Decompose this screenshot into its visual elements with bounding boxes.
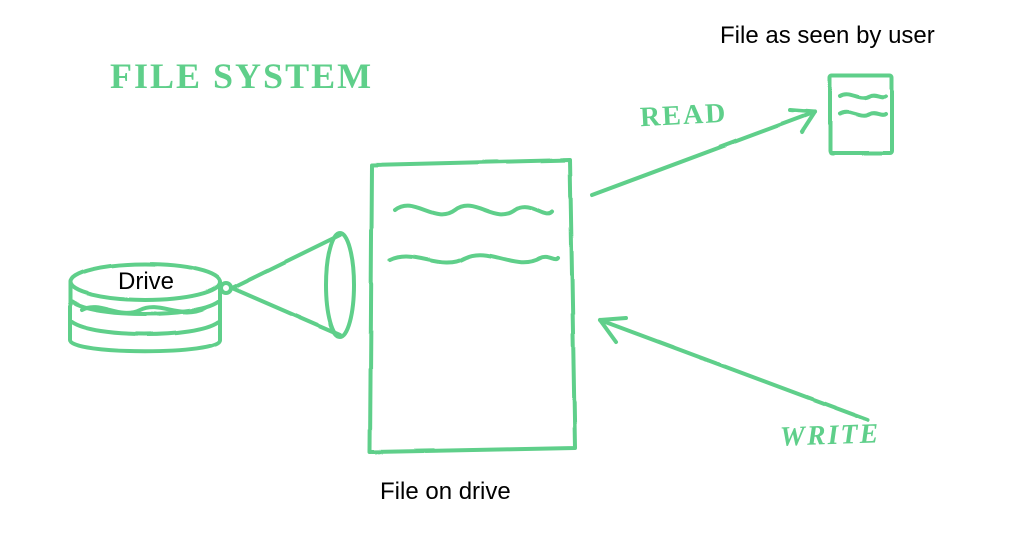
file-user-shape bbox=[830, 75, 892, 153]
write-label: WRITE bbox=[779, 418, 880, 453]
file-user-label: File as seen by user bbox=[720, 22, 935, 50]
diagram-title: FILE SYSTEM bbox=[110, 55, 373, 97]
diagram-stage: FILE SYSTEM READ WRITE Drive File on dri… bbox=[0, 0, 1024, 550]
write-arrow bbox=[600, 318, 868, 420]
file-on-drive-shape bbox=[370, 160, 575, 452]
projector-cone bbox=[232, 233, 354, 337]
file-on-drive-label: File on drive bbox=[380, 478, 511, 506]
read-label: READ bbox=[639, 98, 728, 135]
drive-label: Drive bbox=[118, 268, 174, 296]
